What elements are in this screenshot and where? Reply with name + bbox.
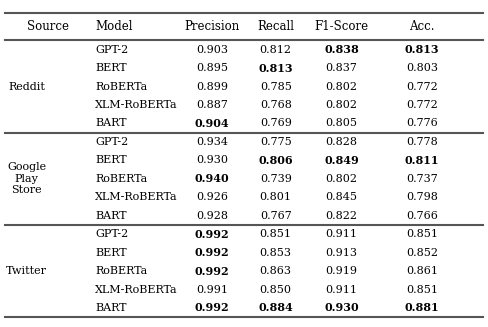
Text: 0.813: 0.813 <box>405 44 439 55</box>
Text: 0.911: 0.911 <box>325 229 358 239</box>
Text: 0.806: 0.806 <box>259 155 293 166</box>
Text: 0.766: 0.766 <box>406 211 438 221</box>
Text: 0.911: 0.911 <box>325 284 358 295</box>
Text: BERT: BERT <box>95 155 127 165</box>
Text: 0.737: 0.737 <box>406 174 438 184</box>
Text: F1-Score: F1-Score <box>315 20 368 33</box>
Text: 0.992: 0.992 <box>195 266 229 277</box>
Text: 0.772: 0.772 <box>406 81 438 92</box>
Text: 0.881: 0.881 <box>405 302 439 314</box>
Text: RoBERTa: RoBERTa <box>95 81 147 92</box>
Text: RoBERTa: RoBERTa <box>95 266 147 276</box>
Text: Google
Play
Store: Google Play Store <box>7 162 46 196</box>
Text: 0.845: 0.845 <box>325 192 358 202</box>
Text: Model: Model <box>95 20 133 33</box>
Text: XLM-RoBERTa: XLM-RoBERTa <box>95 192 178 202</box>
Text: 0.837: 0.837 <box>325 63 358 73</box>
Text: Precision: Precision <box>184 20 240 33</box>
Text: 0.828: 0.828 <box>325 137 358 147</box>
Text: Twitter: Twitter <box>6 266 47 276</box>
Text: 0.803: 0.803 <box>406 63 438 73</box>
Text: 0.776: 0.776 <box>406 118 438 129</box>
Text: BERT: BERT <box>95 248 127 258</box>
Text: 0.775: 0.775 <box>260 137 292 147</box>
Text: 0.802: 0.802 <box>325 81 358 92</box>
Text: 0.863: 0.863 <box>260 266 292 276</box>
Text: 0.884: 0.884 <box>258 302 293 314</box>
Text: 0.861: 0.861 <box>406 266 438 276</box>
Text: 0.785: 0.785 <box>260 81 292 92</box>
Text: BART: BART <box>95 118 127 129</box>
Text: Source: Source <box>27 20 69 33</box>
Text: 0.739: 0.739 <box>260 174 292 184</box>
Text: 0.992: 0.992 <box>195 302 229 314</box>
Text: 0.991: 0.991 <box>196 284 228 295</box>
Text: 0.802: 0.802 <box>325 100 358 110</box>
Text: 0.769: 0.769 <box>260 118 292 129</box>
Text: 0.930: 0.930 <box>196 155 228 165</box>
Text: 0.903: 0.903 <box>196 45 228 55</box>
Text: 0.853: 0.853 <box>260 248 292 258</box>
Text: 0.805: 0.805 <box>325 118 358 129</box>
Text: 0.992: 0.992 <box>195 247 229 258</box>
Text: 0.838: 0.838 <box>324 44 359 55</box>
Text: 0.904: 0.904 <box>195 118 229 129</box>
Text: Reddit: Reddit <box>8 81 45 92</box>
Text: XLM-RoBERTa: XLM-RoBERTa <box>95 100 178 110</box>
Text: GPT-2: GPT-2 <box>95 45 128 55</box>
Text: 0.928: 0.928 <box>196 211 228 221</box>
Text: 0.992: 0.992 <box>195 229 229 240</box>
Text: 0.778: 0.778 <box>406 137 438 147</box>
Text: 0.768: 0.768 <box>260 100 292 110</box>
Text: 0.801: 0.801 <box>260 192 292 202</box>
Text: 0.851: 0.851 <box>406 284 438 295</box>
Text: 0.802: 0.802 <box>325 174 358 184</box>
Text: GPT-2: GPT-2 <box>95 137 128 147</box>
Text: 0.798: 0.798 <box>406 192 438 202</box>
Text: Acc.: Acc. <box>409 20 435 33</box>
Text: 0.899: 0.899 <box>196 81 228 92</box>
Text: 0.851: 0.851 <box>406 229 438 239</box>
Text: 0.930: 0.930 <box>325 302 359 314</box>
Text: XLM-RoBERTa: XLM-RoBERTa <box>95 284 178 295</box>
Text: 0.926: 0.926 <box>196 192 228 202</box>
Text: RoBERTa: RoBERTa <box>95 174 147 184</box>
Text: 0.849: 0.849 <box>324 155 359 166</box>
Text: 0.895: 0.895 <box>196 63 228 73</box>
Text: 0.813: 0.813 <box>259 63 293 74</box>
Text: 0.887: 0.887 <box>196 100 228 110</box>
Text: 0.822: 0.822 <box>325 211 358 221</box>
Text: 0.852: 0.852 <box>406 248 438 258</box>
Text: 0.913: 0.913 <box>325 248 358 258</box>
Text: BART: BART <box>95 303 127 313</box>
Text: 0.812: 0.812 <box>260 45 292 55</box>
Text: Recall: Recall <box>257 20 294 33</box>
Text: 0.772: 0.772 <box>406 100 438 110</box>
Text: 0.934: 0.934 <box>196 137 228 147</box>
Text: GPT-2: GPT-2 <box>95 229 128 239</box>
Text: 0.851: 0.851 <box>260 229 292 239</box>
Text: 0.767: 0.767 <box>260 211 292 221</box>
Text: BART: BART <box>95 211 127 221</box>
Text: 0.940: 0.940 <box>195 173 229 184</box>
Text: 0.811: 0.811 <box>405 155 439 166</box>
Text: BERT: BERT <box>95 63 127 73</box>
Text: 0.919: 0.919 <box>325 266 358 276</box>
Text: 0.850: 0.850 <box>260 284 292 295</box>
